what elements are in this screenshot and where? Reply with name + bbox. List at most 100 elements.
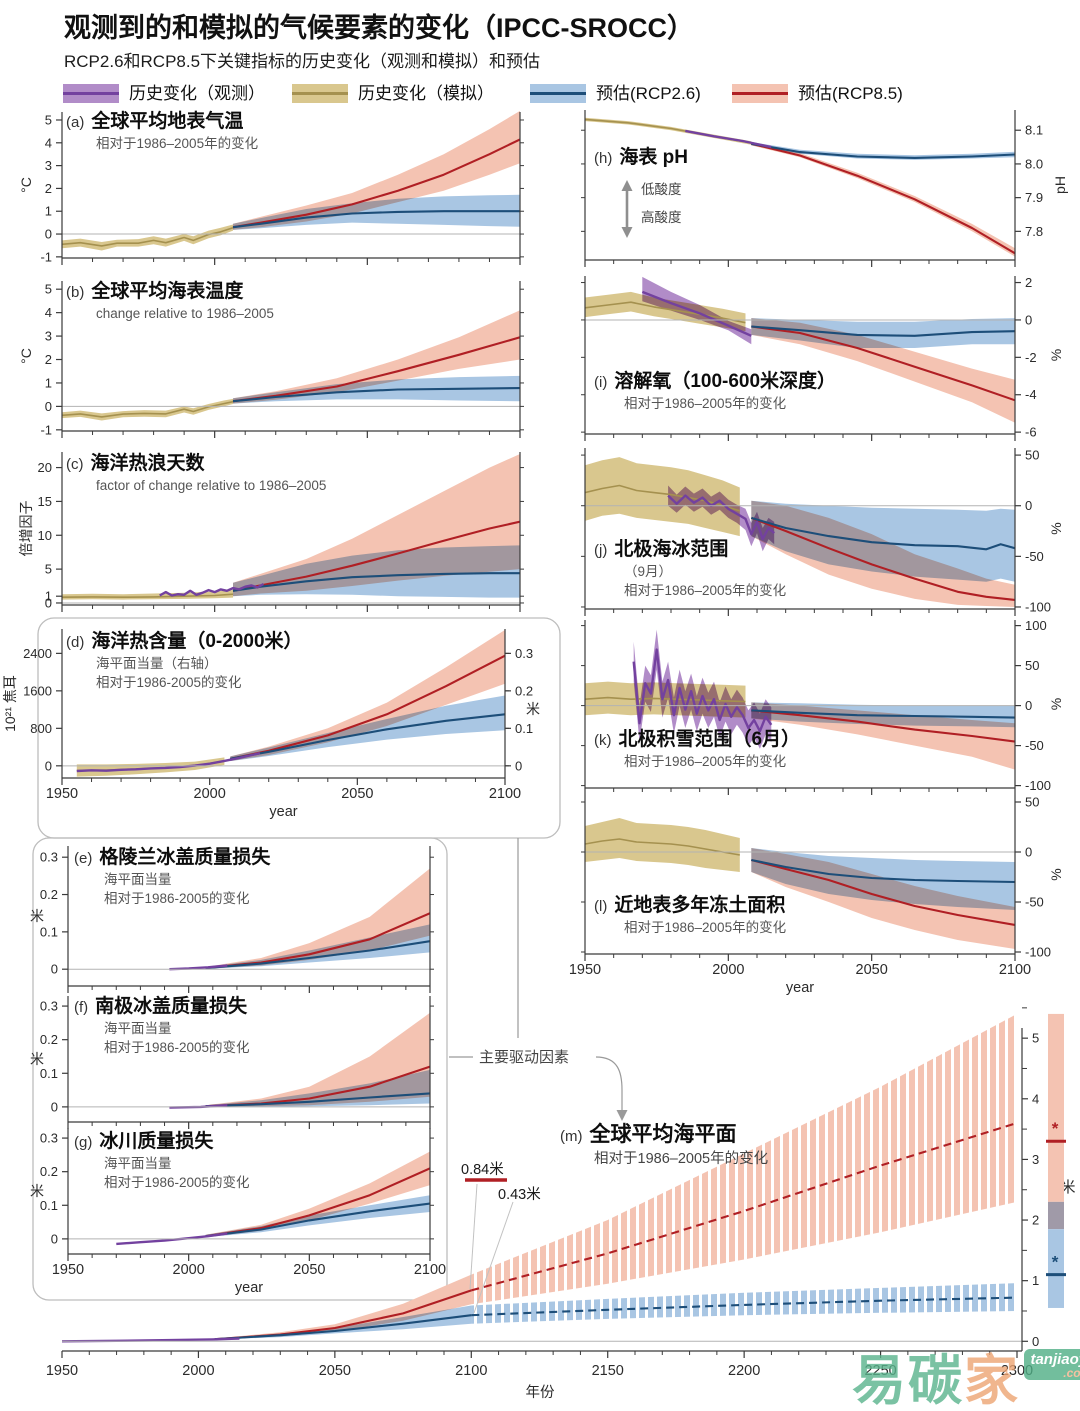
watermark-badge: tanjiaoyi.com [1024, 1349, 1080, 1380]
panel-c: 20 15 10 5 10 倍增因子 [18, 452, 524, 612]
acidity-annotation: 低酸度 高酸度 [641, 182, 682, 225]
tick-label: 2050 [341, 786, 373, 802]
tick-label: 2000 [712, 962, 744, 978]
tick-label: 3 [45, 329, 52, 344]
tick-label: 2400 [23, 646, 52, 661]
tick-label: 20 [38, 460, 52, 475]
main-drivers-label: 主要驱动因素 [479, 1049, 570, 1066]
tick-label: 2000 [173, 1262, 205, 1278]
tick-label: 0.2 [40, 1164, 58, 1179]
rcp85-2100-value: 0.84米 [461, 1162, 504, 1178]
panel-c-title: (c) 海洋热浪天数 factor of change relative to 1… [66, 453, 327, 493]
x-axis-label: year [269, 804, 297, 820]
tick-label: 10 [38, 528, 52, 543]
tick-label: -4 [1025, 387, 1037, 402]
tick-label: 0.1 [515, 721, 533, 736]
tick-label: 5 [1032, 1031, 1039, 1046]
median-purple [116, 1232, 228, 1246]
median-purple [169, 964, 228, 971]
panel-g: 0.3 0.2 0.1 0 1950 2000 2050 2100 year 米 [30, 1128, 446, 1296]
tick-label: 0.3 [40, 999, 58, 1014]
rcp26-2100-value: 0.43米 [498, 1187, 541, 1203]
tick-label: -50 [1025, 549, 1044, 564]
median-tan [62, 593, 234, 599]
tick-label: 50 [1025, 658, 1039, 673]
tick-label: 0.2 [40, 887, 58, 902]
panel-d: 2400 1600 800 0 0.3 0.2 0.1 0 1950 2000 2050 2100 ye… [2, 629, 540, 820]
median-red [751, 142, 1015, 255]
y-axis-label: pH [1052, 176, 1068, 194]
panel-g-title: (g) 冰川质量损失 海平面当量 相对于1986-2005的变化 [74, 1131, 250, 1190]
median-blue [751, 709, 1015, 719]
median-red [751, 858, 1015, 927]
tick-label: 0 [51, 1099, 58, 1114]
tick-label: 7.9 [1025, 190, 1043, 205]
panel-e: 0.3 0.2 0.1 0 米 [30, 846, 434, 993]
panel-a: 5 4 3 2 1 0 -1 °C [18, 110, 524, 265]
tick-label: 8.0 [1025, 156, 1043, 171]
simulated-swatch-icon [292, 84, 348, 103]
tick-label: 5 [45, 562, 52, 577]
tick-label: 1950 [46, 786, 78, 802]
band-blue [205, 1195, 430, 1238]
page-subtitle: RCP2.6和RCP8.5下关键指标的历史变化（观测和模拟）和预估 [64, 52, 541, 71]
tick-label: 0 [1032, 1334, 1039, 1349]
median-blue [751, 325, 1015, 337]
panel-a-title: (a) 全球平均地表气温 相对于1986–2005年的变化 [66, 111, 259, 151]
tick-label: 0 [51, 962, 58, 977]
page-title: 观测到的和模拟的气候要素的变化（IPCC-SROCC） [64, 13, 695, 43]
y-axis-label: % [1048, 522, 1064, 534]
panel-f: 0.3 0.2 0.1 0 米 [30, 996, 434, 1129]
tick-label: 5 [45, 112, 52, 127]
median-blue [205, 1092, 430, 1108]
median-red [751, 325, 1015, 402]
band-striped-red [471, 1013, 1017, 1305]
tick-label: 2 [1025, 275, 1032, 290]
median-blue [214, 1314, 472, 1341]
band-tan [585, 457, 740, 537]
y-axis-label: 米 [30, 908, 44, 924]
tick-label: 8.1 [1025, 123, 1043, 138]
tick-label: 2100 [455, 1363, 487, 1379]
tick-label: 0.1 [40, 924, 58, 939]
tick-label: 0.3 [40, 850, 58, 865]
tick-label: 7.8 [1025, 224, 1043, 239]
band-tan [62, 224, 233, 251]
tick-label: 0.1 [40, 1198, 58, 1213]
y-axis-label: °C [18, 348, 34, 364]
tick-label: -50 [1025, 895, 1044, 910]
y-axis-label: 10²¹ 焦耳 [2, 675, 18, 732]
tick-label: 0 [45, 227, 52, 242]
tick-label: 2000 [194, 786, 226, 802]
median-tan [585, 301, 746, 324]
tick-label: 3 [1032, 1152, 1039, 1167]
median-blue [751, 516, 1015, 551]
tick-label: 2 [45, 181, 52, 196]
tick-label: 4 [45, 305, 52, 320]
median-purple [685, 129, 772, 149]
y-axis-label: 倍增因子 [18, 501, 34, 557]
median-blue-dashed [471, 1296, 1017, 1317]
tick-label: 0.2 [515, 683, 533, 698]
band-red [205, 1151, 430, 1238]
y-axis-label: 米 [30, 1183, 44, 1199]
tick-label: 2100 [489, 786, 521, 802]
tick-label: -1 [40, 249, 52, 264]
tick-label: 0.3 [40, 1131, 58, 1146]
tick-label: 1950 [52, 1262, 84, 1278]
median-purple [76, 752, 261, 773]
tick-label: 0 [45, 399, 52, 414]
watermark: 易碳家 tanjiaoyi.com [852, 1336, 1080, 1411]
tick-label: 2050 [293, 1262, 325, 1278]
tick-label: 1950 [46, 1363, 78, 1379]
x-axis-label: year [786, 980, 814, 996]
x-axis-label: 年份 [526, 1384, 555, 1401]
legend-item-simulated: 历史变化（模拟） [292, 79, 494, 103]
band-striped-blue [471, 1283, 1017, 1324]
tick-label: 0 [45, 758, 52, 773]
median-red [232, 520, 520, 592]
panel-f-title: (f) 南极冰盖质量损失 海平面当量 相对于1986-2005的变化 [74, 996, 250, 1055]
